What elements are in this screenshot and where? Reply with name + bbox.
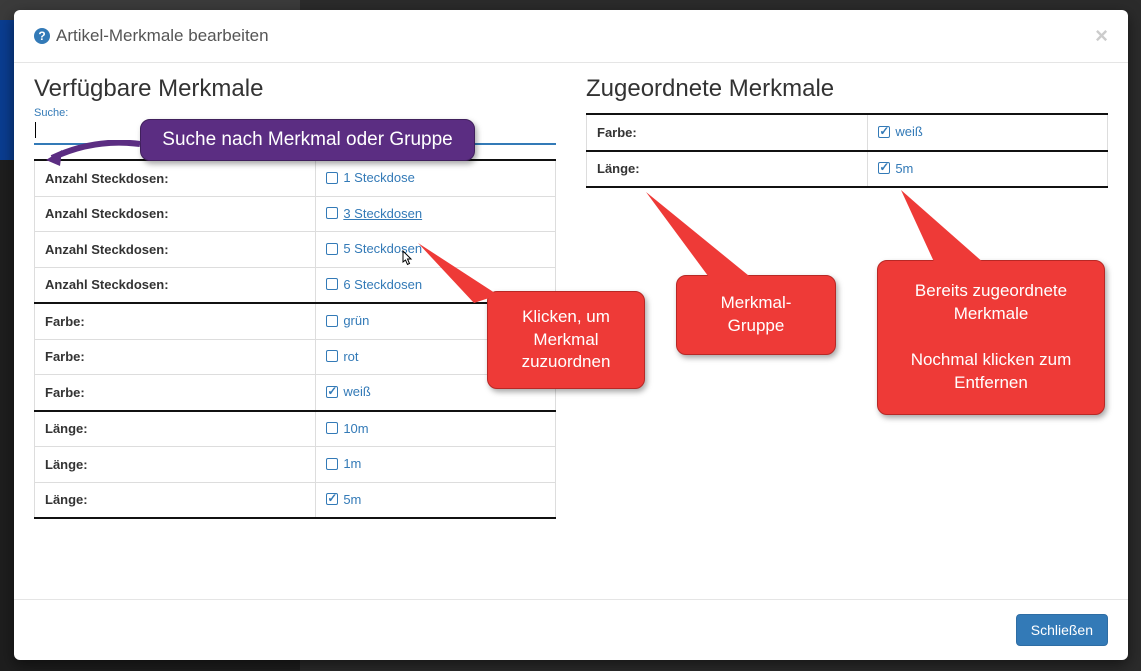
attribute-value-link[interactable]: 1 Steckdose — [326, 170, 415, 185]
attribute-value-text: 1 Steckdose — [343, 170, 415, 185]
attribute-value-cell: 10m — [316, 411, 556, 447]
checkbox-icon — [326, 422, 338, 434]
table-row: Anzahl Steckdosen: 3 Steckdosen — [35, 196, 556, 232]
attribute-value-text: 10m — [343, 421, 368, 436]
callout-group-text: Merkmal-Gruppe — [695, 292, 817, 338]
callout-assigned: Bereits zugeordnete Merkmale Nochmal kli… — [877, 260, 1105, 415]
attribute-value-text: 6 Steckdosen — [343, 277, 422, 292]
checkbox-checked-icon — [878, 126, 890, 138]
attribute-value-cell: 1m — [316, 447, 556, 483]
attribute-value-link[interactable]: 3 Steckdosen — [326, 206, 422, 221]
checkbox-checked-icon — [326, 386, 338, 398]
attribute-value-link[interactable]: 6 Steckdosen — [326, 277, 422, 292]
assigned-table: Farbe: weiß Länge: 5m — [586, 113, 1108, 188]
table-row: Farbe: rot — [35, 339, 556, 375]
attribute-value-cell: 5m — [868, 151, 1108, 188]
callout-assigned-text: Bereits zugeordnete Merkmale Nochmal kli… — [896, 280, 1086, 395]
attribute-value-text: weiß — [895, 124, 922, 139]
attribute-value-text: weiß — [343, 384, 370, 399]
attribute-value-link[interactable]: 1m — [326, 456, 361, 471]
text-caret — [35, 122, 36, 138]
checkbox-icon — [326, 315, 338, 327]
table-row: Farbe: weiß — [587, 114, 1108, 151]
available-title: Verfügbare Merkmale — [34, 75, 556, 103]
available-table: Anzahl Steckdosen: 1 Steckdose Anzahl Stec… — [34, 159, 556, 519]
checkbox-checked-icon — [326, 493, 338, 505]
checkbox-icon — [326, 278, 338, 290]
attribute-key: Länge: — [35, 411, 316, 447]
checkbox-icon — [326, 243, 338, 255]
table-row: Farbe: grün — [35, 303, 556, 339]
attribute-value-text: 3 Steckdosen — [343, 206, 422, 221]
attribute-value-cell: 3 Steckdosen — [316, 196, 556, 232]
attribute-value-text: grün — [343, 313, 369, 328]
callout-assigned-arrow — [895, 190, 995, 270]
attribute-value-text: 5m — [895, 161, 913, 176]
callout-search-arrow — [44, 140, 144, 170]
callout-assign-text: Klicken, um Merkmal zuzuordnen — [506, 306, 626, 375]
search-label: Suche: — [34, 107, 556, 119]
checkbox-icon — [326, 350, 338, 362]
callout-assign: Klicken, um Merkmal zuzuordnen — [487, 291, 645, 389]
attribute-key: Länge: — [35, 447, 316, 483]
attribute-value-link[interactable]: rot — [326, 349, 358, 364]
checkbox-checked-icon — [878, 162, 890, 174]
table-row: Farbe: weiß — [35, 375, 556, 411]
attribute-value-text: 1m — [343, 456, 361, 471]
table-row: Länge: 5m — [35, 482, 556, 518]
close-icon[interactable]: × — [1095, 25, 1108, 47]
attribute-key: Anzahl Steckdosen: — [35, 267, 316, 303]
table-row: Länge: 1m — [35, 447, 556, 483]
table-row: Länge: 10m — [35, 411, 556, 447]
checkbox-icon — [326, 458, 338, 470]
attribute-value-cell: 1 Steckdose — [316, 160, 556, 196]
callout-group-arrow — [642, 192, 772, 287]
callout-search: Suche nach Merkmal oder Gruppe — [140, 119, 475, 161]
attribute-key: Anzahl Steckdosen: — [35, 232, 316, 268]
assigned-title: Zugeordnete Merkmale — [586, 75, 1108, 103]
attribute-value-cell: weiß — [868, 114, 1108, 151]
callout-search-text: Suche nach Merkmal oder Gruppe — [162, 127, 452, 153]
modal-header: ? Artikel-Merkmale bearbeiten × — [14, 10, 1128, 63]
checkbox-icon — [326, 172, 338, 184]
attribute-value-link[interactable]: 5m — [878, 161, 913, 176]
attribute-value-link[interactable]: 5m — [326, 492, 361, 507]
attribute-value-cell: 5m — [316, 482, 556, 518]
callout-assign-arrow — [418, 243, 508, 303]
attribute-value-text: rot — [343, 349, 358, 364]
attribute-key: Länge: — [587, 151, 868, 188]
attribute-value-text: 5m — [343, 492, 361, 507]
cursor-icon — [399, 250, 415, 270]
modal-footer: Schließen — [14, 599, 1128, 660]
modal-title: Artikel-Merkmale bearbeiten — [56, 26, 269, 46]
attribute-value-link[interactable]: weiß — [326, 384, 370, 399]
help-icon[interactable]: ? — [34, 28, 50, 44]
attribute-value-link[interactable]: grün — [326, 313, 369, 328]
attribute-key: Anzahl Steckdosen: — [35, 196, 316, 232]
attribute-value-link[interactable]: weiß — [878, 124, 922, 139]
attribute-key: Farbe: — [35, 375, 316, 411]
close-button[interactable]: Schließen — [1016, 614, 1108, 646]
attribute-value-link[interactable]: 10m — [326, 421, 368, 436]
attribute-key: Farbe: — [587, 114, 868, 151]
attribute-key: Länge: — [35, 482, 316, 518]
attribute-key: Farbe: — [35, 339, 316, 375]
callout-group: Merkmal-Gruppe — [676, 275, 836, 355]
table-row: Länge: 5m — [587, 151, 1108, 188]
attribute-key: Farbe: — [35, 303, 316, 339]
checkbox-icon — [326, 207, 338, 219]
